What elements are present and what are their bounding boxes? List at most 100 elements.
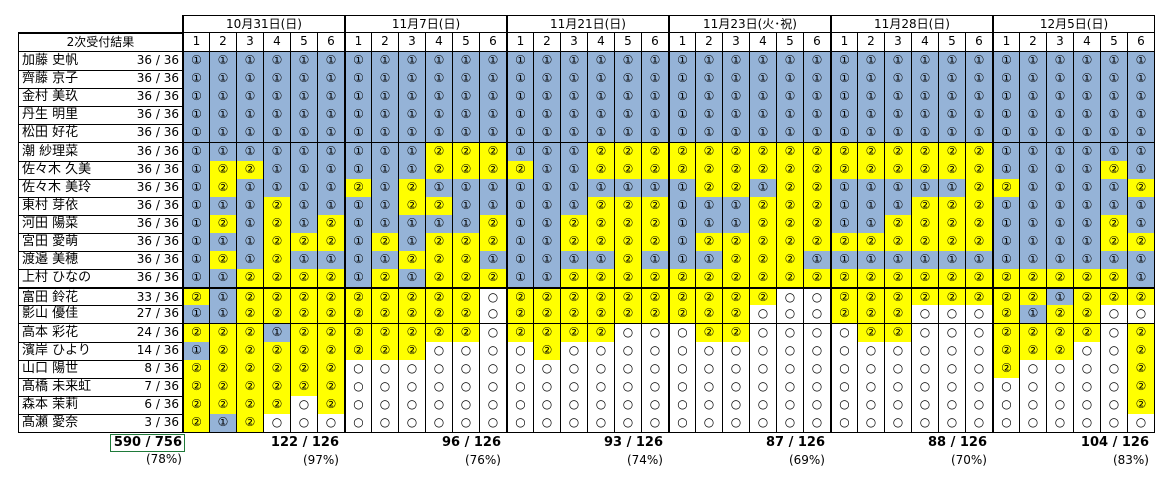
- cell: ①: [264, 160, 291, 180]
- cell: ○: [777, 414, 804, 434]
- cell: ②: [993, 323, 1020, 343]
- slot-header: 4: [750, 33, 777, 52]
- cell: ①: [615, 124, 642, 144]
- cell: ①: [264, 178, 291, 198]
- cell: ②: [237, 341, 264, 361]
- cell: ②: [291, 377, 318, 397]
- cell: ○: [561, 414, 588, 434]
- cell: ②: [291, 305, 318, 325]
- cell: ○: [1101, 377, 1128, 397]
- cell: ②: [642, 214, 669, 234]
- cell: ①: [777, 88, 804, 108]
- cell: ①: [1020, 70, 1047, 90]
- cell: ②: [696, 178, 723, 198]
- cell: ②: [696, 269, 723, 289]
- cell: ①: [1074, 124, 1101, 144]
- cell: ②: [696, 323, 723, 343]
- cell: ①: [507, 251, 534, 271]
- cell: ②: [345, 178, 372, 198]
- cell: ○: [1101, 341, 1128, 361]
- cell: ②: [507, 287, 534, 307]
- cell: ②: [696, 305, 723, 325]
- cell: ①: [615, 52, 642, 72]
- cell: ②: [750, 251, 777, 271]
- cell: ○: [426, 359, 453, 379]
- cell: ①: [453, 88, 480, 108]
- cell: ②: [1128, 341, 1155, 361]
- cell: ①: [912, 251, 939, 271]
- cell: ①: [588, 124, 615, 144]
- cell: ○: [804, 323, 831, 343]
- cell: ②: [858, 233, 885, 253]
- cell: ①: [804, 52, 831, 72]
- cell: ○: [480, 414, 507, 434]
- cell: ○: [696, 359, 723, 379]
- cell: ①: [831, 251, 858, 271]
- cell: ①: [210, 233, 237, 253]
- cell: ①: [723, 214, 750, 234]
- cell: ②: [885, 233, 912, 253]
- cell: ○: [453, 395, 480, 415]
- cell: ○: [723, 341, 750, 361]
- member-name: 齊藤 京子: [18, 70, 112, 90]
- cell: ②: [372, 341, 399, 361]
- cell: ①: [1047, 233, 1074, 253]
- cell: ②: [210, 214, 237, 234]
- cell: ②: [237, 323, 264, 343]
- cell: ○: [993, 377, 1020, 397]
- cell: ①: [372, 160, 399, 180]
- cell: ②: [615, 269, 642, 289]
- cell: ①: [237, 52, 264, 72]
- cell: ①: [696, 52, 723, 72]
- cell: ○: [426, 341, 453, 361]
- cell: ○: [615, 323, 642, 343]
- cell: ②: [615, 305, 642, 325]
- member-name: 佐々木 久美: [18, 160, 112, 180]
- cell: ②: [399, 323, 426, 343]
- cell: ①: [210, 88, 237, 108]
- cell: ②: [264, 214, 291, 234]
- cell: ○: [804, 395, 831, 415]
- cell: ○: [831, 341, 858, 361]
- cell: ①: [723, 70, 750, 90]
- cell: ①: [939, 106, 966, 126]
- cell: ②: [696, 287, 723, 307]
- cell: ①: [1101, 106, 1128, 126]
- cell: ②: [264, 341, 291, 361]
- cell: ①: [237, 251, 264, 271]
- cell: ①: [615, 178, 642, 198]
- member-score: 36 / 36: [112, 214, 183, 234]
- cell: ①: [831, 178, 858, 198]
- cell: ○: [426, 377, 453, 397]
- cell: ②: [669, 269, 696, 289]
- cell: ○: [777, 341, 804, 361]
- cell: ②: [1128, 377, 1155, 397]
- cell: ○: [831, 395, 858, 415]
- cell: ①: [534, 160, 561, 180]
- cell: ①: [561, 70, 588, 90]
- cell: ①: [534, 196, 561, 216]
- cell: ○: [777, 305, 804, 325]
- cell: ②: [534, 323, 561, 343]
- cell: ○: [1074, 395, 1101, 415]
- cell: ①: [885, 70, 912, 90]
- slot-header: 1: [831, 33, 858, 52]
- cell: ②: [291, 323, 318, 343]
- member-name: 金村 美玖: [18, 88, 112, 108]
- cell: ①: [345, 142, 372, 162]
- cell: ○: [480, 287, 507, 307]
- cell: ②: [1074, 269, 1101, 289]
- cell: ①: [507, 106, 534, 126]
- cell: ①: [291, 251, 318, 271]
- cell: ②: [318, 323, 345, 343]
- cell: ①: [480, 106, 507, 126]
- cell: ○: [453, 377, 480, 397]
- cell: ②: [264, 287, 291, 307]
- slot-header: 3: [1047, 33, 1074, 52]
- cell: ②: [858, 269, 885, 289]
- cell: ②: [885, 323, 912, 343]
- cell: ①: [372, 251, 399, 271]
- cell: ②: [399, 305, 426, 325]
- cell: ○: [1020, 377, 1047, 397]
- cell: ①: [399, 52, 426, 72]
